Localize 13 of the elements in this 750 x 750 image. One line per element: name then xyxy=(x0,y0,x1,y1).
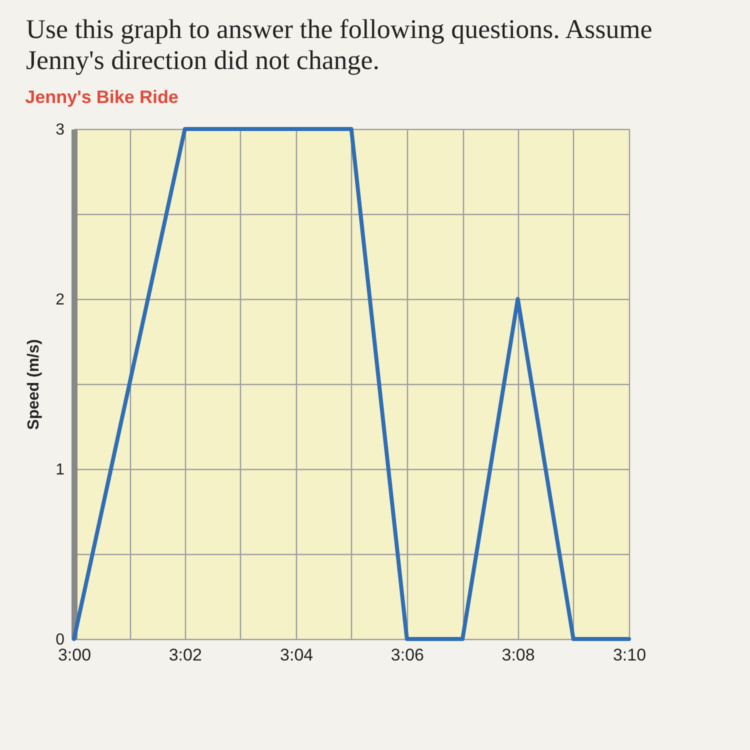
x-tick-label: 3:10 xyxy=(612,646,646,664)
chart-title: Jenny's Bike Ride xyxy=(25,87,178,107)
y-tick-label: 0 xyxy=(56,632,65,648)
x-tick-label: 3:06 xyxy=(390,646,424,664)
y-tick-label: 3 xyxy=(56,122,65,138)
text: Use this graph to answer the following questions. Assume Jenny's direction did not change. xyxy=(26,14,654,76)
y-tick-label: 1 xyxy=(56,462,65,478)
x-tick-label: 3:00 xyxy=(58,646,92,664)
x-tick-label: 3:08 xyxy=(502,646,535,664)
x-tick-label: 3:02 xyxy=(168,646,202,664)
x-tick-label: 3:04 xyxy=(280,646,314,664)
y-axis-title: Speed (m/s) xyxy=(26,339,43,430)
y-tick-label: 2 xyxy=(56,292,65,308)
